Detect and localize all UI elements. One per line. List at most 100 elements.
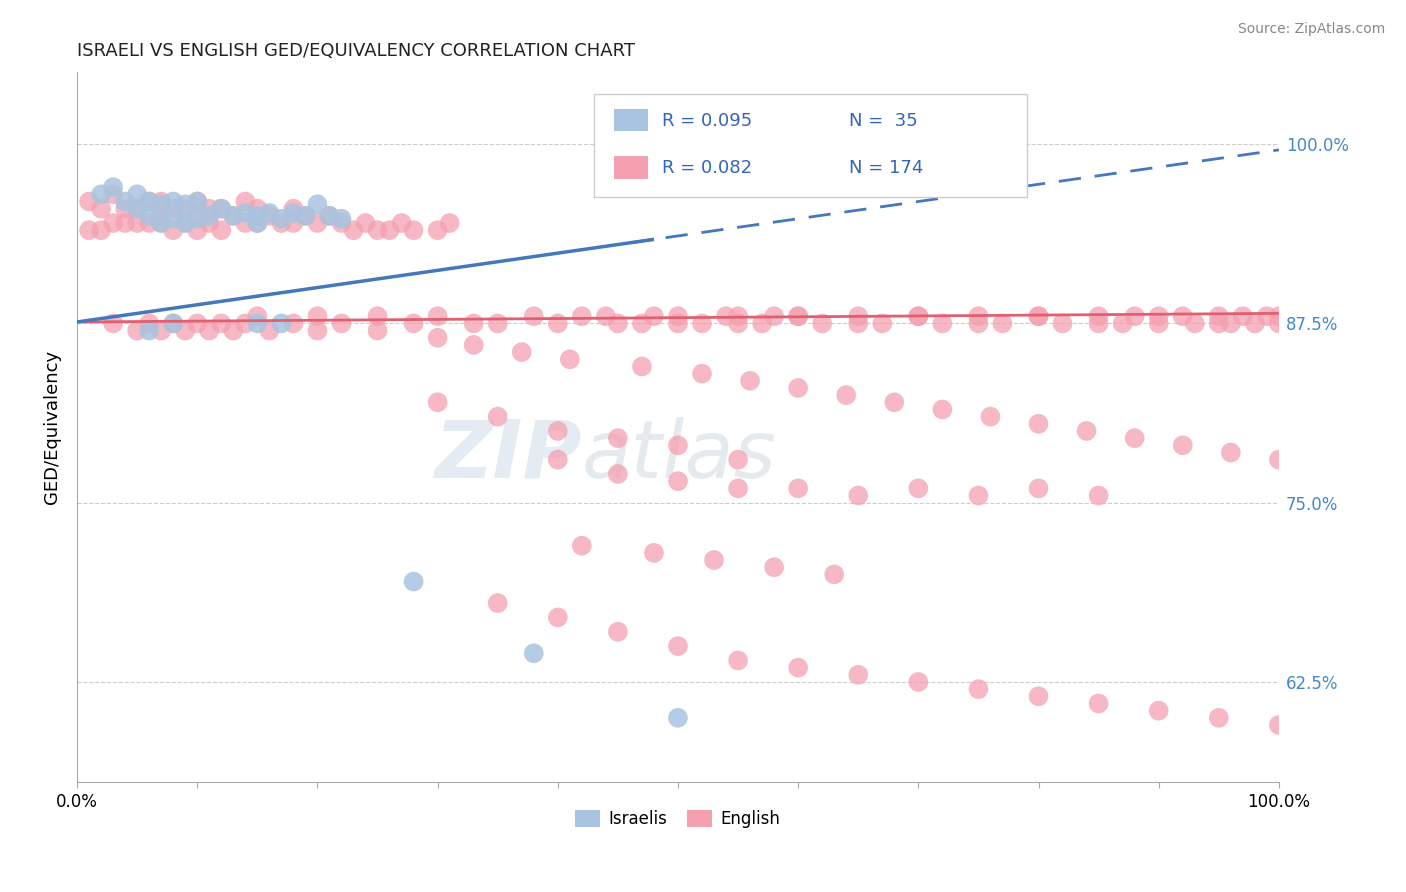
Point	[1208, 317, 1230, 331]
Point	[330, 317, 353, 331]
Point	[259, 209, 281, 223]
Y-axis label: GED/Equivalency: GED/Equivalency	[44, 351, 60, 505]
Point	[631, 359, 654, 374]
Point	[150, 216, 173, 230]
Point	[1028, 481, 1050, 495]
Point	[872, 317, 894, 331]
Point	[571, 310, 593, 324]
Point	[823, 567, 845, 582]
Point	[787, 310, 810, 324]
Point	[246, 216, 269, 230]
Point	[846, 667, 869, 681]
Point	[283, 206, 305, 220]
Point	[198, 202, 221, 216]
Point	[367, 310, 389, 324]
Point	[402, 574, 425, 589]
Point	[1076, 424, 1098, 438]
Point	[283, 202, 305, 216]
Point	[846, 317, 869, 331]
Point	[150, 197, 173, 211]
Text: R = 0.095: R = 0.095	[662, 112, 752, 129]
Point	[714, 310, 737, 324]
Point	[690, 367, 713, 381]
Text: N = 174: N = 174	[849, 160, 922, 178]
Point	[246, 310, 269, 324]
Point	[666, 310, 689, 324]
Point	[162, 223, 184, 237]
Point	[606, 624, 628, 639]
Point	[931, 402, 953, 417]
Point	[883, 395, 905, 409]
Point	[1147, 704, 1170, 718]
Point	[643, 310, 665, 324]
Point	[209, 223, 232, 237]
Point	[967, 489, 990, 503]
Point	[1052, 317, 1074, 331]
Point	[595, 310, 617, 324]
Point	[426, 310, 449, 324]
Point	[486, 317, 509, 331]
FancyBboxPatch shape	[593, 94, 1026, 196]
Point	[751, 317, 773, 331]
Point	[1208, 711, 1230, 725]
Point	[991, 317, 1014, 331]
Point	[690, 317, 713, 331]
Point	[1268, 317, 1291, 331]
Point	[907, 310, 929, 324]
Point	[246, 216, 269, 230]
Point	[666, 474, 689, 488]
Point	[162, 317, 184, 331]
Point	[283, 216, 305, 230]
Legend: Israelis, English: Israelis, English	[568, 803, 787, 834]
Point	[150, 209, 173, 223]
Point	[127, 202, 149, 216]
Point	[307, 310, 329, 324]
Point	[426, 331, 449, 345]
Point	[1147, 310, 1170, 324]
Point	[77, 194, 100, 209]
Point	[186, 194, 208, 209]
Point	[114, 194, 136, 209]
Point	[1087, 489, 1109, 503]
Point	[606, 431, 628, 445]
Point	[1268, 310, 1291, 324]
Point	[402, 317, 425, 331]
Point	[90, 187, 112, 202]
Point	[606, 467, 628, 481]
Point	[246, 209, 269, 223]
Point	[246, 317, 269, 331]
Point	[1268, 718, 1291, 732]
Point	[270, 211, 292, 226]
Point	[907, 481, 929, 495]
Point	[486, 409, 509, 424]
Point	[666, 639, 689, 653]
Point	[1087, 310, 1109, 324]
Point	[174, 324, 197, 338]
Point	[209, 317, 232, 331]
Point	[77, 223, 100, 237]
Point	[967, 310, 990, 324]
Bar	[614, 156, 648, 179]
Point	[186, 194, 208, 209]
Text: ISRAELI VS ENGLISH GED/EQUIVALENCY CORRELATION CHART: ISRAELI VS ENGLISH GED/EQUIVALENCY CORRE…	[77, 42, 636, 60]
Point	[486, 596, 509, 610]
Point	[787, 481, 810, 495]
Point	[1208, 310, 1230, 324]
Point	[127, 324, 149, 338]
Point	[330, 211, 353, 226]
Point	[101, 317, 124, 331]
Point	[727, 653, 749, 667]
Point	[1232, 310, 1254, 324]
Point	[666, 438, 689, 452]
Point	[523, 646, 546, 660]
Point	[1171, 310, 1194, 324]
Point	[270, 216, 292, 230]
Point	[835, 388, 858, 402]
Point	[233, 216, 256, 230]
Point	[150, 324, 173, 338]
Point	[1028, 310, 1050, 324]
Point	[631, 317, 654, 331]
Point	[547, 610, 569, 624]
Point	[367, 324, 389, 338]
Point	[907, 310, 929, 324]
